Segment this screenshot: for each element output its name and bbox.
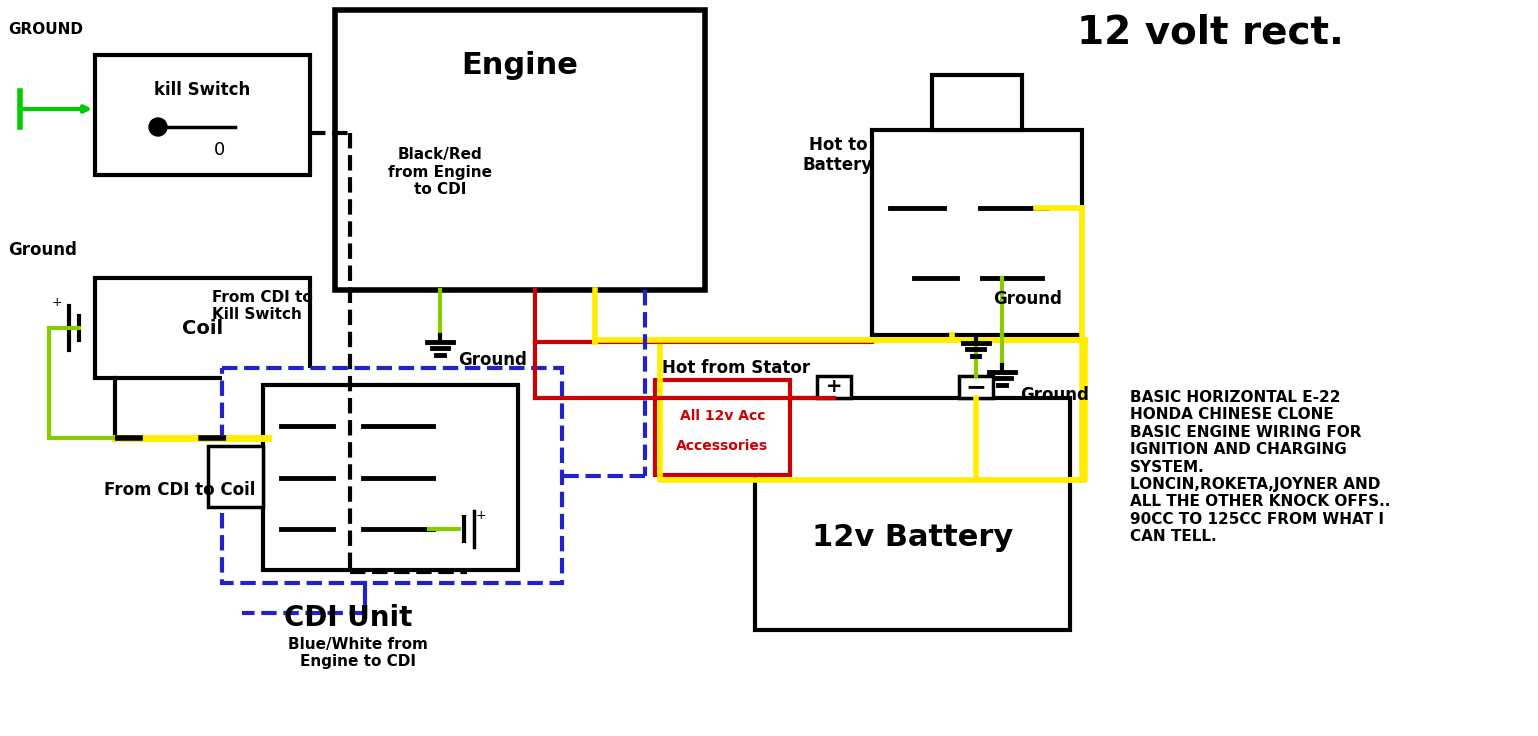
FancyBboxPatch shape — [335, 10, 704, 290]
FancyBboxPatch shape — [958, 376, 992, 398]
FancyBboxPatch shape — [817, 376, 851, 398]
FancyBboxPatch shape — [872, 130, 1083, 335]
FancyBboxPatch shape — [95, 278, 311, 378]
Text: Accessories: Accessories — [677, 439, 769, 453]
FancyBboxPatch shape — [208, 446, 263, 507]
Text: Black/Red
from Engine
to CDI: Black/Red from Engine to CDI — [388, 147, 492, 197]
Text: 12 volt rect.: 12 volt rect. — [1077, 13, 1343, 51]
Text: Ground: Ground — [1020, 386, 1089, 404]
Text: All 12v Acc: All 12v Acc — [680, 409, 766, 423]
Text: Ground: Ground — [994, 290, 1063, 308]
Text: 0: 0 — [214, 141, 226, 159]
Text: Coil: Coil — [181, 319, 223, 338]
Text: From CDI to Coil: From CDI to Coil — [105, 481, 255, 499]
FancyBboxPatch shape — [932, 75, 1021, 130]
Text: Blue/White from
Engine to CDI: Blue/White from Engine to CDI — [288, 637, 428, 669]
Text: −: − — [964, 375, 986, 399]
Text: +: + — [475, 509, 486, 522]
FancyBboxPatch shape — [655, 380, 791, 475]
Circle shape — [149, 118, 168, 136]
Text: 12v Battery: 12v Battery — [812, 523, 1014, 552]
FancyBboxPatch shape — [755, 398, 1070, 630]
FancyBboxPatch shape — [95, 55, 311, 175]
Text: Hot to
Battery: Hot to Battery — [803, 135, 874, 174]
Text: CDI Unit: CDI Unit — [283, 604, 412, 632]
Text: +: + — [826, 378, 841, 397]
Text: Hot from Stator: Hot from Stator — [661, 359, 811, 377]
Text: +: + — [52, 297, 63, 310]
Text: kill Switch: kill Switch — [154, 81, 251, 99]
Text: Engine: Engine — [461, 51, 578, 79]
FancyBboxPatch shape — [263, 385, 518, 570]
Text: From CDI to
Kill Switch: From CDI to Kill Switch — [212, 290, 312, 322]
Text: Ground: Ground — [8, 241, 77, 259]
Text: GROUND: GROUND — [8, 23, 83, 38]
FancyBboxPatch shape — [221, 368, 561, 583]
Text: Ground: Ground — [458, 351, 528, 369]
Text: BASIC HORIZONTAL E-22
HONDA CHINESE CLONE
BASIC ENGINE WIRING FOR
IGNITION AND C: BASIC HORIZONTAL E-22 HONDA CHINESE CLON… — [1130, 390, 1390, 544]
